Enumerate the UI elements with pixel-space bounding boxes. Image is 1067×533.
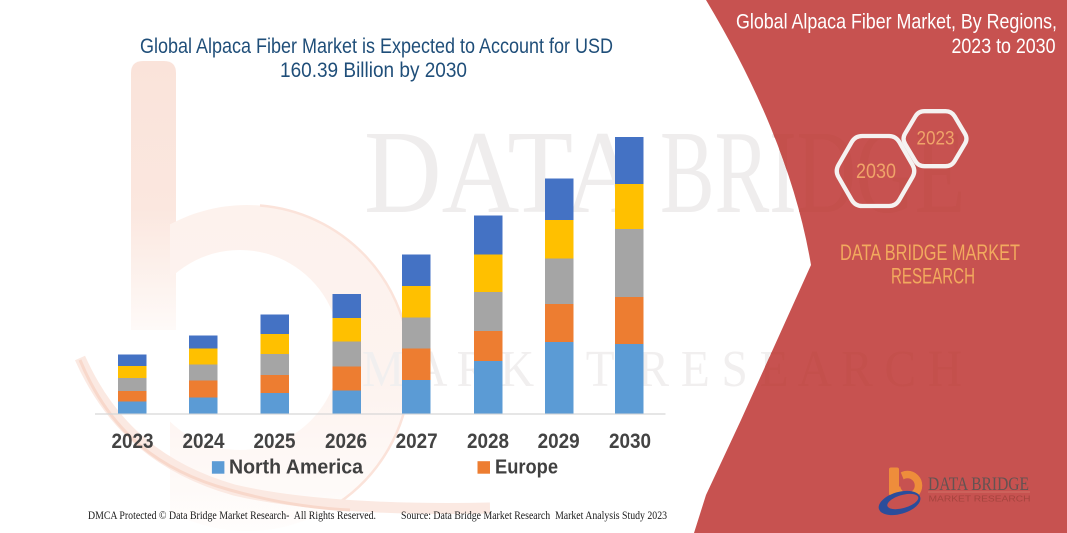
svg-text:2029: 2029 (538, 430, 580, 453)
svg-text:2023 to 2030: 2023 to 2030 (952, 34, 1056, 58)
svg-text:2027: 2027 (396, 430, 438, 453)
svg-text:Global Alpaca Fiber Market is: Global Alpaca Fiber Market is Expected t… (140, 34, 613, 58)
svg-text:2023: 2023 (917, 129, 955, 150)
svg-text:DATA BRIDGE: DATA BRIDGE (928, 474, 1029, 495)
svg-text:DMCA Protected © Data Bridge M: DMCA Protected © Data Bridge Market Rese… (88, 510, 376, 522)
svg-text:DATA: DATA (364, 106, 642, 238)
svg-text:160.39 Billion by 2030: 160.39 Billion by 2030 (280, 58, 467, 82)
svg-text:North America: North America (229, 457, 364, 479)
svg-text:2030: 2030 (609, 430, 651, 453)
svg-text:Source: Data Bridge Market Res: Source: Data Bridge Market Research Mark… (401, 510, 667, 522)
svg-text:2024: 2024 (183, 430, 225, 453)
svg-text:DATA BRIDGE MARKET: DATA BRIDGE MARKET (840, 240, 1020, 265)
svg-text:Global Alpaca Fiber Market, By: Global Alpaca Fiber Market, By Regions, (736, 9, 1057, 33)
svg-text:2023: 2023 (112, 430, 154, 453)
svg-text:2030: 2030 (856, 160, 896, 183)
svg-text:MARKET RESEARCH: MARKET RESEARCH (929, 494, 1031, 504)
svg-text:2025: 2025 (254, 430, 296, 453)
svg-text:2028: 2028 (467, 430, 509, 453)
svg-text:Europe: Europe (495, 457, 558, 479)
svg-text:2026: 2026 (325, 430, 367, 453)
svg-text:RESEARCH: RESEARCH (891, 264, 975, 289)
